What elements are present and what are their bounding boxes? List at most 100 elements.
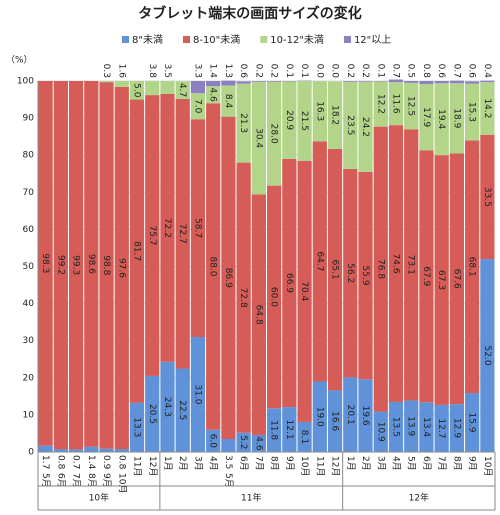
value-label: 4.6 [208, 88, 218, 103]
bar-segment [373, 126, 388, 412]
value-label: 28.0 [269, 124, 279, 144]
legend-label: 10-12"未満 [270, 34, 324, 46]
value-label: 73.1 [406, 255, 416, 275]
value-label: 0.2 [360, 64, 370, 78]
group-label: 12年 [409, 492, 429, 504]
value-label: 64.7 [314, 251, 324, 271]
value-label: 56.2 [345, 263, 355, 283]
value-label: 76.8 [375, 259, 385, 279]
x-tick-label: 9月 [467, 456, 478, 471]
bar-segment [449, 153, 465, 405]
legend-label: 8-10"未満 [193, 34, 240, 46]
bar-segment [236, 162, 251, 433]
value-label: 19.4 [436, 109, 446, 129]
bar-segment [404, 81, 419, 83]
value-label: 1.4 [86, 455, 96, 470]
group-label: 10年 [89, 492, 109, 504]
value-label: 16.3 [314, 101, 324, 121]
value-label: 65.1 [330, 260, 340, 280]
x-tick-label: 8月 [451, 456, 462, 471]
x-tick-label: 4月 [208, 456, 219, 471]
bar-segment [221, 80, 236, 86]
value-label: 4.7 [177, 83, 187, 97]
bar-segment [312, 81, 327, 142]
bar-segment [343, 81, 358, 82]
bar-segment [358, 171, 373, 380]
group-label: 11年 [241, 492, 261, 504]
value-label: 0.2 [345, 64, 355, 78]
y-tick-label: 60 [23, 225, 35, 235]
value-label: 20.1 [345, 405, 355, 425]
bar-segment [480, 259, 495, 452]
bar-segment [206, 429, 221, 452]
bar-segment [434, 83, 449, 156]
value-label: 0.7 [71, 455, 81, 469]
bar-segment [236, 432, 251, 452]
y-tick-label: 70 [23, 188, 35, 198]
bar-segment [129, 81, 145, 100]
bar-segment [343, 377, 358, 452]
bar-segment [282, 81, 297, 159]
value-label: 97.6 [116, 258, 126, 278]
bar-segment [358, 82, 373, 172]
bar-segment [99, 81, 114, 83]
x-tick-label: 12月 [147, 456, 158, 476]
bar-segment [190, 336, 206, 452]
bar-segment [388, 82, 404, 126]
value-label: 0.0 [314, 64, 324, 79]
y-tick-label: 30 [23, 336, 35, 346]
bar-segment [38, 445, 53, 452]
bar-segment [312, 141, 327, 382]
value-label: 3.5 [162, 64, 172, 78]
value-label: 12.7 [436, 418, 446, 438]
x-tick-label: 8月 [86, 473, 97, 488]
legend-swatch [122, 36, 129, 43]
value-label: 58.7 [192, 218, 202, 238]
bar-segment [327, 148, 343, 391]
bar-segment [84, 446, 99, 452]
x-tick-label: 8月 [269, 456, 280, 471]
value-label: 3.8 [147, 64, 157, 79]
bar-segment [297, 81, 312, 161]
value-label: 0.2 [253, 64, 263, 78]
bar-segment [297, 160, 312, 422]
x-tick-label: 12月 [330, 456, 341, 476]
x-tick-label: 4月 [390, 456, 401, 471]
bar-segment [419, 402, 434, 452]
legend-swatch [343, 36, 351, 43]
value-label: 72.8 [238, 288, 248, 308]
x-tick-label: 9月 [101, 473, 112, 488]
value-label: 75.7 [147, 225, 157, 245]
x-tick-label: 5月 [223, 473, 234, 488]
bar-segment [343, 168, 358, 378]
bar-segment [449, 404, 465, 452]
value-label: 13.5 [390, 417, 400, 437]
x-tick-label: 11月 [132, 456, 143, 476]
bar-segment [282, 407, 297, 452]
value-label: 16.6 [330, 411, 340, 431]
value-label: 15.3 [467, 102, 477, 122]
bar-segment [68, 81, 84, 450]
bar-segment [434, 81, 449, 84]
value-label: 88.0 [208, 256, 218, 276]
bar-segment [465, 83, 480, 141]
bar-segment [480, 80, 495, 83]
bar-segment [465, 140, 480, 394]
value-label: 19.0 [314, 407, 324, 427]
x-tick-label: 10月 [482, 456, 493, 476]
value-label: 99.2 [55, 255, 65, 275]
legend-label: 8"未満 [132, 34, 163, 46]
bar-segment [419, 81, 434, 84]
value-label: 64.8 [253, 305, 263, 325]
value-label: 98.6 [86, 254, 96, 274]
value-label: 0.1 [375, 64, 385, 78]
bar-segment [190, 93, 206, 120]
bar-segment [251, 81, 266, 195]
y-unit: （%） [6, 55, 33, 66]
x-tick-label: 3月 [375, 456, 386, 471]
value-label: 19.6 [360, 406, 370, 426]
x-tick-label: 6月 [421, 456, 432, 471]
value-label: 23.5 [345, 115, 355, 135]
bar-segment [99, 82, 114, 449]
value-label: 3.3 [192, 64, 202, 78]
